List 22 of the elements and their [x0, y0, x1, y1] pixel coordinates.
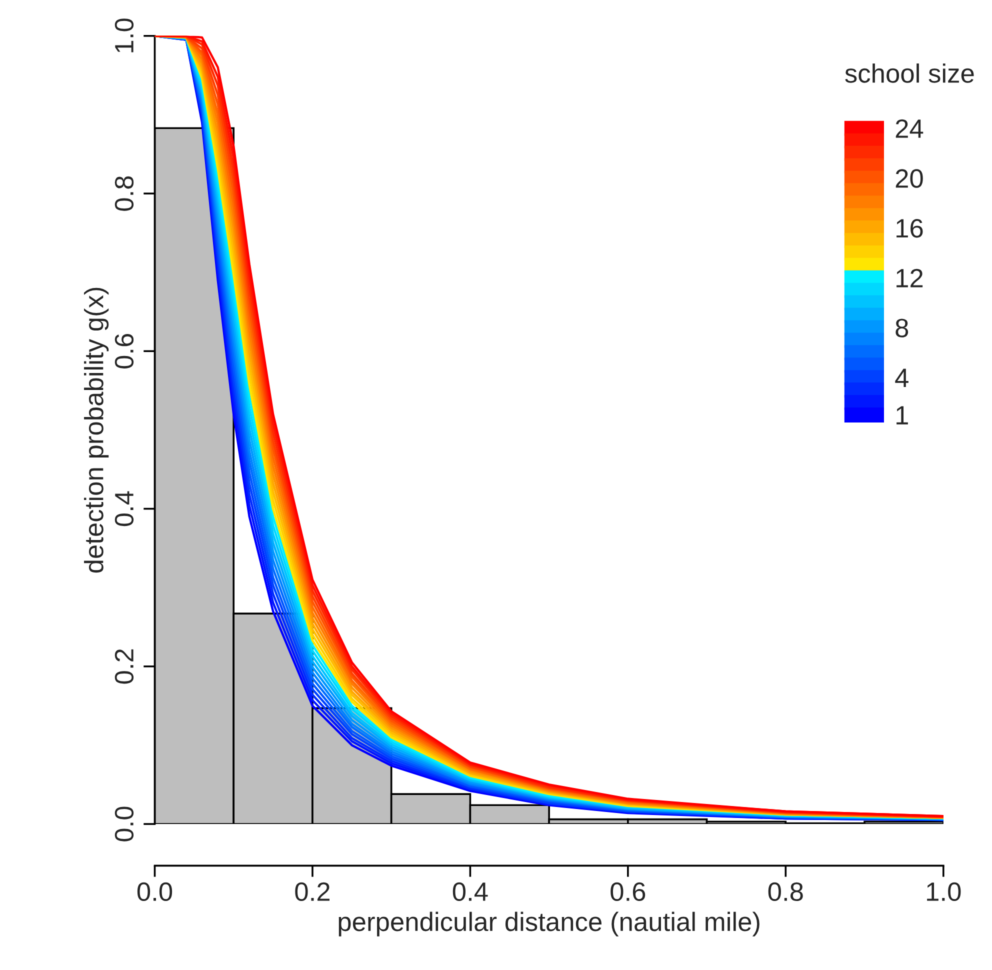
x-tick-label: 0.2	[295, 882, 330, 902]
y-tick-label: 0.0	[114, 806, 134, 842]
legend-label: 24	[896, 119, 924, 138]
x-tick-label: 0.4	[452, 882, 488, 902]
legend-label: 4	[895, 368, 908, 387]
legend-label: 1	[896, 406, 908, 424]
legend-title: school size	[845, 63, 974, 83]
y-tick-label: 0.6	[114, 334, 134, 368]
x-tick-label: 0.0	[137, 882, 172, 902]
x-axis-title: perpendicular distance (nautial mile)	[338, 912, 760, 936]
y-axis-title: detection probability g(x)	[84, 288, 109, 573]
x-tick-label: 0.6	[610, 882, 646, 902]
legend-label: 16	[896, 219, 923, 238]
y-tick-label: 0.2	[114, 649, 134, 684]
x-tick-label: 1.0	[927, 882, 961, 902]
y-tick-label: 0.4	[114, 491, 134, 526]
legend-label: 8	[896, 318, 908, 338]
x-tick-label: 0.8	[768, 882, 803, 902]
legend-label: 20	[896, 169, 923, 188]
y-tick-label: 0.8	[114, 176, 134, 211]
legend-label: 12	[896, 268, 923, 288]
y-tick-label: 1.0	[114, 18, 134, 52]
